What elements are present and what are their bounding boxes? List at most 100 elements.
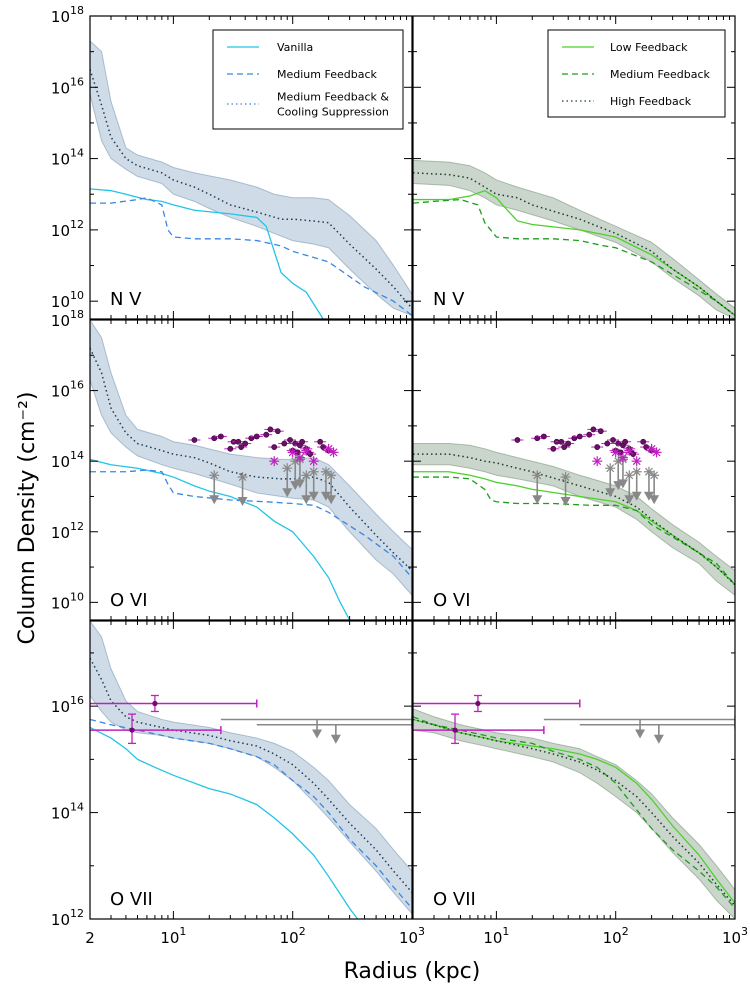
spread-band xyxy=(413,708,735,919)
obs-cross-marker xyxy=(651,447,662,458)
panel-2-left: O VII 1012 1014 1016 2 101 102 103 xyxy=(51,620,425,947)
plot-area xyxy=(90,40,412,319)
obs-upper-limit-arrow xyxy=(209,475,220,505)
series-cooling-suppression xyxy=(90,657,412,893)
panel-frame xyxy=(89,620,413,920)
obs-upper-limit-arrow xyxy=(320,471,331,501)
obs-detection xyxy=(224,445,237,452)
series-cooling-suppression xyxy=(90,347,412,572)
obs-upper-limit-arrow xyxy=(301,475,312,505)
obs-upper-limit-arrow xyxy=(330,724,341,744)
panel-frame xyxy=(412,319,736,621)
obs-cross-marker xyxy=(301,445,312,456)
y-tick-label: 1014 xyxy=(51,801,84,823)
series-high-feedback xyxy=(413,718,735,907)
panel-0-right: N V Low Feedback Medium Feedback High Feedb… xyxy=(412,15,736,320)
obs-detection xyxy=(264,426,277,433)
y-tick-label: 1018 xyxy=(51,308,84,330)
obs-detection xyxy=(188,437,201,443)
obs-upper-limit-arrow xyxy=(624,475,635,505)
spread-band xyxy=(90,621,412,915)
legend-left: Vanilla Medium Feedback Medium Feedback & C… xyxy=(212,29,404,130)
plot-area xyxy=(413,694,735,919)
obs-cross-marker xyxy=(631,456,642,467)
ion-label: O VI xyxy=(433,590,471,611)
obs-cross-marker xyxy=(610,447,621,458)
obs-upper-limit-arrow xyxy=(631,471,642,501)
obs-cross-marker xyxy=(308,456,319,467)
series-medium-feedback xyxy=(413,198,735,316)
series-medium-feedback xyxy=(413,476,735,586)
obs-xerror-bar xyxy=(543,715,735,739)
x-axis-title: Radius (kpc) xyxy=(344,959,481,984)
y-tick-label: 1016 xyxy=(51,379,84,401)
obs-detection xyxy=(601,440,614,447)
obs-xerror-bar xyxy=(90,694,258,713)
obs-detection xyxy=(284,437,297,443)
obs-cross-marker xyxy=(592,456,603,467)
legend-label: Cooling Suppression xyxy=(277,106,389,119)
obs-detection xyxy=(537,433,550,440)
obs-detection xyxy=(271,428,284,435)
legend-label: High Feedback xyxy=(610,95,692,108)
spread-band xyxy=(90,40,412,316)
obs-detection xyxy=(573,433,586,440)
y-axis-title: Column Density (cm⁻²) xyxy=(15,392,40,645)
obs-upper-limit-arrow xyxy=(653,724,664,744)
obs-detection xyxy=(239,440,252,447)
obs-detection xyxy=(587,426,600,433)
obs-detection xyxy=(268,444,281,450)
series-vanilla xyxy=(90,188,324,319)
legend-label: Low Feedback xyxy=(610,41,688,54)
obs-upper-limit-arrow xyxy=(312,719,323,739)
obs-detection xyxy=(511,437,524,443)
series-medium-feedback xyxy=(90,197,412,316)
obs-detection xyxy=(583,431,596,438)
obs-upper-limit-arrow xyxy=(282,468,293,498)
y-tick-label: 1012 xyxy=(51,907,84,929)
obs-detection xyxy=(314,438,327,445)
obs-upper-limit-arrow xyxy=(649,475,660,505)
obs-upper-limit-arrow xyxy=(605,468,616,498)
obs-detection xyxy=(562,440,575,447)
obs-detection xyxy=(250,433,263,440)
panel-frame xyxy=(89,15,413,320)
x-tick-label: 102 xyxy=(280,925,306,947)
series-cooling-suppression xyxy=(90,69,412,309)
plot-area xyxy=(413,426,735,596)
plot-area xyxy=(90,320,412,620)
panel-2-right: O VII 101 102 103 xyxy=(412,620,748,947)
y-tick-label: 1010 xyxy=(51,590,84,612)
obs-xerror-bar xyxy=(256,720,412,744)
legend-right: Low Feedback Medium Feedback High Feedback xyxy=(547,29,726,118)
series-low-feedback xyxy=(413,718,735,904)
series-low-feedback xyxy=(413,471,735,586)
series-vanilla xyxy=(90,726,359,919)
obs-detection xyxy=(637,438,650,445)
obs-upper-limit-arrow xyxy=(308,471,319,501)
x-tick-label: 102 xyxy=(603,925,629,947)
obs-upper-limit-arrow xyxy=(560,477,571,507)
panel-1-right: O VI xyxy=(412,319,736,621)
obs-xerror-bar xyxy=(220,715,412,739)
obs-upper-limit-arrow xyxy=(326,475,337,505)
plot-area xyxy=(413,159,735,319)
y-tick-label: 1012 xyxy=(51,520,84,542)
panel-0-left: N V 1010 1012 1014 1016 1018 Vanilla Medium Fee… xyxy=(51,4,413,320)
ion-label: O VII xyxy=(110,889,153,910)
series-medium-feedback xyxy=(413,716,735,909)
x-tick-label: 101 xyxy=(160,925,186,947)
obs-cross-marker xyxy=(287,447,298,458)
spread-band xyxy=(90,320,412,597)
legend-label: Vanilla xyxy=(277,41,313,54)
y-tick-label: 1010 xyxy=(51,289,84,311)
panel-frame xyxy=(412,620,736,920)
obs-detection xyxy=(278,440,291,447)
obs-upper-limit-arrow xyxy=(635,719,646,739)
legend-label: Medium Feedback & xyxy=(277,91,389,104)
y-tick-label: 1016 xyxy=(51,75,84,97)
x-tick-label: 101 xyxy=(483,925,509,947)
obs-upper-limit-arrow xyxy=(617,459,628,489)
obs-detection xyxy=(260,431,273,438)
